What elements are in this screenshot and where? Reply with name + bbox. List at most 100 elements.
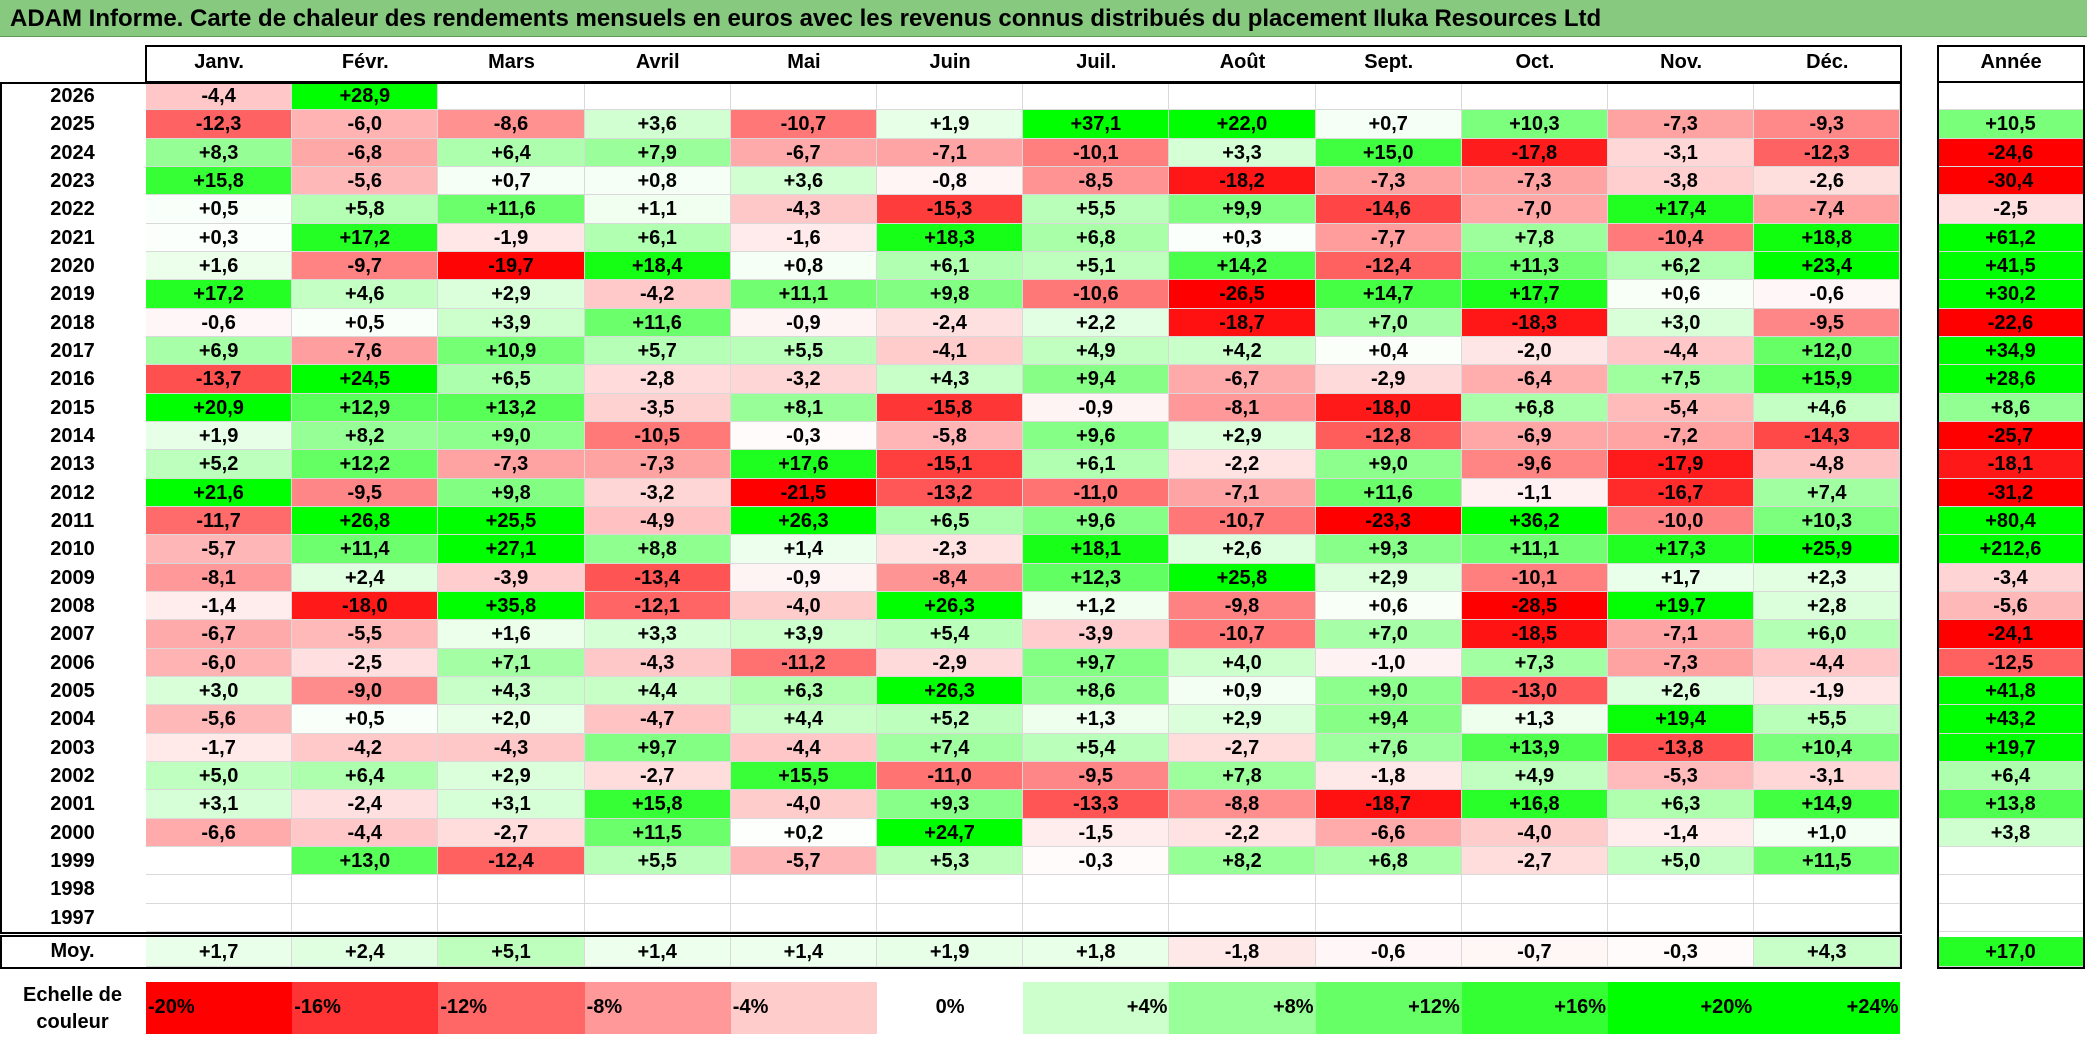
heatmap-cell: -1,8 bbox=[1315, 761, 1462, 791]
heatmap-cell: -5,7 bbox=[730, 846, 877, 876]
heatmap-cell: +18,3 bbox=[877, 223, 1024, 252]
month-header: Août bbox=[1219, 51, 1266, 73]
month-header: Avril bbox=[635, 51, 680, 73]
heatmap-cell: +5,2 bbox=[877, 705, 1024, 734]
heatmap-cell: +12,2 bbox=[292, 450, 439, 479]
heatmap-cell: -3,2 bbox=[730, 365, 877, 394]
heatmap-cell bbox=[146, 875, 293, 904]
heatmap-cell: +9,0 bbox=[438, 421, 585, 451]
heatmap-cell: -13,0 bbox=[1461, 676, 1608, 706]
heatmap-cell: -13,2 bbox=[877, 478, 1024, 507]
heatmap-cell: -15,1 bbox=[877, 450, 1024, 479]
heatmap-cell: -4,0 bbox=[730, 591, 877, 621]
heatmap-cell: -13,8 bbox=[1608, 733, 1755, 762]
heatmap-cell: -21,5 bbox=[730, 478, 877, 507]
annual-cell: +28,6 bbox=[1938, 365, 2084, 394]
average-cell: -0,3 bbox=[1608, 937, 1755, 967]
annual-cell: -31,2 bbox=[1938, 478, 2084, 507]
heatmap-cell: -4,1 bbox=[877, 336, 1024, 366]
heatmap-cell: +7,0 bbox=[1315, 308, 1462, 337]
heatmap-cell: -1,0 bbox=[1315, 648, 1462, 677]
heatmap-cell: +5,5 bbox=[1023, 195, 1170, 224]
annual-cell: +80,4 bbox=[1938, 506, 2084, 536]
heatmap-cell: -18,5 bbox=[1461, 620, 1608, 649]
month-header: Janv. bbox=[194, 51, 244, 73]
heatmap-cell: -1,6 bbox=[730, 223, 877, 252]
annual-cell bbox=[1938, 903, 2084, 932]
month-header: Sept. bbox=[1364, 51, 1414, 73]
heatmap-cell: +14,7 bbox=[1315, 280, 1462, 309]
heatmap-cell: +6,4 bbox=[292, 761, 439, 791]
heatmap-cell: -8,5 bbox=[1023, 166, 1170, 196]
heatmap-cell: +9,4 bbox=[1315, 705, 1462, 734]
heatmap-cell: -17,9 bbox=[1608, 450, 1755, 479]
heatmap-cell: -7,3 bbox=[438, 450, 585, 479]
heatmap-cell: -5,3 bbox=[1608, 761, 1755, 791]
heatmap-cell: -2,9 bbox=[877, 648, 1024, 677]
heatmap-cell: -7,3 bbox=[1608, 648, 1755, 677]
heatmap-cell: -9,7 bbox=[292, 251, 439, 281]
heatmap-cell: +26,3 bbox=[877, 591, 1024, 621]
heatmap-cell: -6,7 bbox=[1169, 365, 1316, 394]
heatmap-cell: +18,8 bbox=[1754, 223, 1901, 252]
heatmap-cell: +15,0 bbox=[1315, 138, 1462, 167]
heatmap-cell: -18,3 bbox=[1461, 308, 1608, 337]
year-label: 2013 bbox=[50, 453, 95, 476]
annual-cell bbox=[1938, 875, 2084, 904]
heatmap-cell: -1,7 bbox=[146, 733, 293, 762]
heatmap-cell: +11,5 bbox=[584, 818, 731, 847]
heatmap-cell: +9,6 bbox=[1023, 421, 1170, 451]
heatmap-cell: +9,0 bbox=[1315, 676, 1462, 706]
heatmap-cell: -8,4 bbox=[877, 563, 1024, 592]
average-cell: +2,4 bbox=[292, 937, 439, 967]
color-scale-label: Echelle de couleur bbox=[23, 984, 122, 1033]
year-label: 1998 bbox=[50, 878, 95, 901]
heatmap-cell: -2,7 bbox=[438, 818, 585, 847]
heatmap-cell: -1,4 bbox=[146, 591, 293, 621]
year-label: 2022 bbox=[50, 198, 95, 221]
heatmap-cell: -6,0 bbox=[292, 110, 439, 139]
heatmap-cell: -9,5 bbox=[1754, 308, 1901, 337]
heatmap-cell: +0,5 bbox=[146, 195, 293, 224]
heatmap-cell: +6,8 bbox=[1023, 223, 1170, 252]
heatmap-cell: +6,1 bbox=[584, 223, 731, 252]
heatmap-cell: +15,5 bbox=[730, 761, 877, 791]
annual-cell: +10,5 bbox=[1938, 110, 2084, 139]
heatmap-cell: +1,6 bbox=[146, 251, 293, 281]
heatmap-cell: -2,2 bbox=[1169, 450, 1316, 479]
heatmap-cell: -2,7 bbox=[1461, 846, 1608, 876]
heatmap-cell: -16,7 bbox=[1608, 478, 1755, 507]
heatmap-cell: -1,1 bbox=[1461, 478, 1608, 507]
heatmap-cell: +20,9 bbox=[146, 393, 293, 422]
year-label: 2009 bbox=[50, 566, 95, 589]
month-header: Nov. bbox=[1660, 51, 1703, 73]
heatmap-cell: -4,8 bbox=[1754, 450, 1901, 479]
heatmap-cell: -9,6 bbox=[1461, 450, 1608, 479]
annual-cell: -24,1 bbox=[1938, 620, 2084, 649]
heatmap-cell: +12,0 bbox=[1754, 336, 1901, 366]
month-header: Mai bbox=[787, 51, 821, 73]
heatmap-cell bbox=[584, 875, 731, 904]
heatmap-cell: +11,5 bbox=[1754, 846, 1901, 876]
heatmap-cell: -3,5 bbox=[584, 393, 731, 422]
year-label: 2006 bbox=[50, 651, 95, 674]
heatmap-cell bbox=[1461, 903, 1608, 932]
heatmap-cell: -6,0 bbox=[146, 648, 293, 677]
heatmap-cell: -2,8 bbox=[584, 365, 731, 394]
heatmap-cell: +36,2 bbox=[1461, 506, 1608, 536]
heatmap-cell: -4,4 bbox=[146, 82, 293, 111]
average-cell: -0,6 bbox=[1315, 937, 1462, 967]
heatmap-cell: +0,3 bbox=[146, 223, 293, 252]
heatmap-cell: +6,4 bbox=[438, 138, 585, 167]
heatmap-cell: -12,3 bbox=[146, 110, 293, 139]
heatmap-cell bbox=[1023, 82, 1170, 111]
heatmap-cell: +17,2 bbox=[292, 223, 439, 252]
heatmap-cell bbox=[1023, 875, 1170, 904]
heatmap-cell: +3,3 bbox=[1169, 138, 1316, 167]
average-cell: +1,9 bbox=[877, 937, 1024, 967]
heatmap-cell: -14,3 bbox=[1754, 421, 1901, 451]
heatmap-cell: -9,5 bbox=[292, 478, 439, 507]
color-scale-step: +20% bbox=[1608, 982, 1755, 1034]
heatmap-cell: +3,0 bbox=[146, 676, 293, 706]
heatmap-cell: +7,8 bbox=[1461, 223, 1608, 252]
